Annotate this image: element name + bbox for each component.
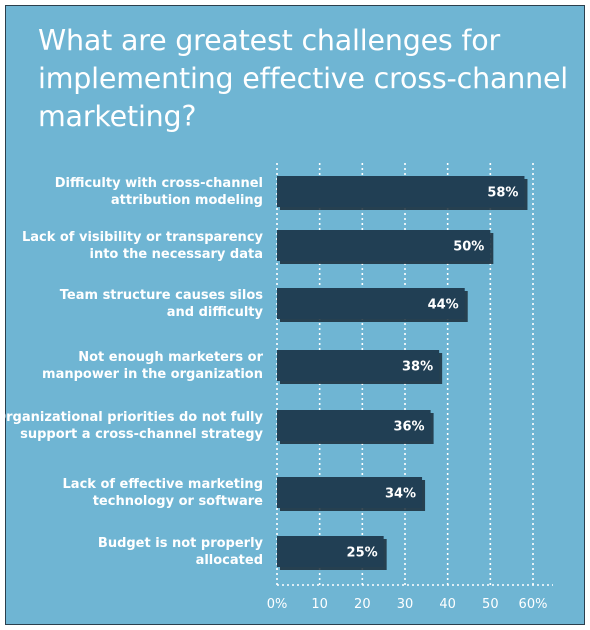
- x-tick-label: 40: [439, 597, 456, 612]
- category-label-line: into the necessary data: [89, 247, 263, 262]
- category-label-line: technology or software: [93, 494, 263, 509]
- x-tick-label: 20: [354, 597, 371, 612]
- bars: 58% 50% 44% 38% 36% 34% 25%: [277, 176, 528, 570]
- category-label-line: support a cross-channel strategy: [20, 427, 263, 442]
- bar: [277, 477, 423, 508]
- category-labels: Difficulty with cross-channel attribution…: [0, 176, 264, 568]
- category-label: Team structure causes silos and difficult…: [60, 288, 264, 320]
- bar: [277, 410, 431, 441]
- x-tick-label: 60%: [519, 597, 548, 612]
- category-label: Organizational priorities do not fully su…: [0, 410, 264, 442]
- category-label-line: Lack of effective marketing: [63, 477, 263, 492]
- bar-value-label: 38%: [402, 360, 433, 375]
- bar: [277, 536, 384, 567]
- bar: [277, 288, 465, 319]
- category-label-line: Organizational priorities do not fully: [0, 410, 264, 425]
- bar-value-label: 50%: [453, 240, 484, 255]
- category-label: Budget is not properly allocated: [98, 536, 264, 568]
- category-label-line: Lack of visibility or transparency: [22, 230, 264, 245]
- category-label-line: and difficulty: [167, 305, 264, 320]
- x-axis: 0% 10 20 30 40 50 60%: [267, 584, 553, 612]
- x-tick-label: 30: [397, 597, 414, 612]
- x-tick-label: 0%: [267, 597, 288, 612]
- bar-value-label: 44%: [428, 298, 459, 313]
- category-label: Lack of visibility or transparency into t…: [22, 230, 264, 262]
- category-label: Not enough marketers or manpower in the o…: [42, 350, 264, 382]
- bar: [277, 176, 525, 207]
- category-label-line: attribution modeling: [111, 193, 263, 208]
- bar-value-label: 58%: [487, 186, 518, 201]
- bar: [277, 230, 491, 261]
- bar-value-label: 34%: [385, 487, 416, 502]
- bar: [277, 350, 440, 381]
- category-label-line: Team structure causes silos: [60, 288, 263, 303]
- bar-value-label: 25%: [347, 546, 378, 561]
- category-label-line: allocated: [196, 553, 263, 568]
- category-label: Lack of effective marketing technology or…: [63, 477, 264, 509]
- category-label: Difficulty with cross-channel attribution…: [55, 176, 263, 208]
- bar-value-label: 36%: [393, 420, 424, 435]
- category-label-line: manpower in the organization: [42, 367, 263, 382]
- category-label-line: Budget is not properly: [98, 536, 264, 551]
- category-label-line: Difficulty with cross-channel: [55, 176, 263, 191]
- chart-title: What are greatest challenges for impleme…: [38, 24, 569, 133]
- x-tick-label: 50: [482, 597, 499, 612]
- category-label-line: Not enough marketers or: [78, 350, 263, 365]
- x-tick-label: 10: [311, 597, 328, 612]
